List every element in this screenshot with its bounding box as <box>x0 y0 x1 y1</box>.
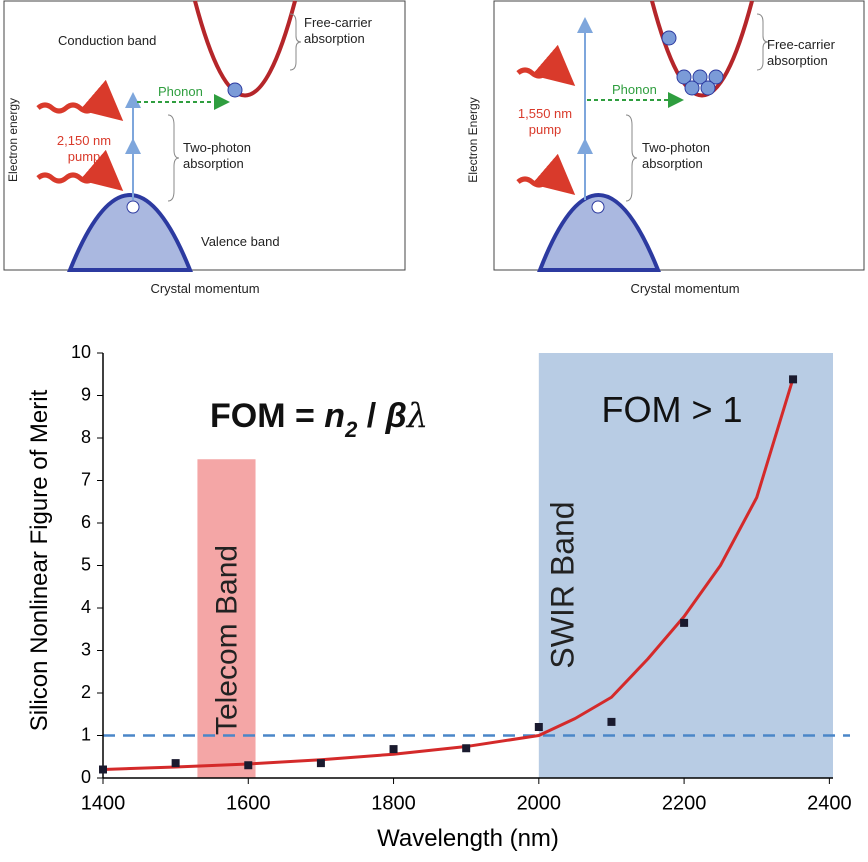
pump-arrow <box>518 70 560 76</box>
pump-arrow <box>518 179 560 185</box>
region-label: SWIR Band <box>544 501 580 668</box>
label: pump <box>68 149 101 164</box>
brace <box>626 115 637 201</box>
label: absorption <box>767 53 828 68</box>
label: absorption <box>183 156 244 171</box>
label: Free-carrier <box>767 37 836 52</box>
data-point <box>244 761 252 769</box>
label: 1,550 nm <box>518 106 572 121</box>
data-point <box>789 375 797 383</box>
y-tick-label: 0 <box>81 767 91 787</box>
axis-label: Electron Energy <box>466 97 480 182</box>
label: absorption <box>304 31 365 46</box>
pump-arrow <box>38 175 108 181</box>
formula-part: λ <box>405 396 429 436</box>
formula-part: FOM = <box>210 397 324 435</box>
data-point <box>680 619 688 627</box>
y-tick-label: 1 <box>81 724 91 744</box>
band-diagram: Free-carrier absorption Phonon 1,550 nm … <box>466 1 864 296</box>
label: Free-carrier <box>304 15 373 30</box>
x-tick-label: 1600 <box>226 792 271 814</box>
label: Conduction band <box>58 33 156 48</box>
label: Two-photon <box>642 140 710 155</box>
annotation: FOM > 1 <box>601 389 742 430</box>
y-tick-label: 9 <box>81 384 91 404</box>
y-tick-label: 8 <box>81 427 91 447</box>
conduction-band <box>195 1 295 96</box>
hole <box>127 201 139 213</box>
label: Phonon <box>612 82 657 97</box>
axis-label: Crystal momentum <box>630 281 739 296</box>
axis-label: Electron energy <box>6 98 20 182</box>
hole <box>592 201 604 213</box>
data-point <box>535 723 543 731</box>
band-diagram: Conduction band Free-carrier absorption … <box>4 1 405 296</box>
x-tick-label: 1800 <box>371 792 416 814</box>
formula-part: n <box>324 397 345 435</box>
page: Conduction band Free-carrier absorption … <box>0 0 868 862</box>
data-point <box>390 745 398 753</box>
x-tick-label: 2200 <box>662 792 707 814</box>
data-point <box>172 759 180 767</box>
electron <box>228 83 242 97</box>
y-tick-label: 3 <box>81 639 91 659</box>
formula-part: β <box>385 397 407 435</box>
y-tick-label: 6 <box>81 512 91 532</box>
region-label: Telecom Band <box>210 545 243 735</box>
label: Phonon <box>158 84 203 99</box>
x-tick-label: 1400 <box>81 792 126 814</box>
formula-part: / <box>357 397 385 435</box>
chart: Telecom Band SWIR Band 0 1 2 3 4 5 6 7 8 9 10 1400 160… <box>26 342 852 852</box>
data-point <box>99 766 107 774</box>
y-tick-label: 4 <box>81 597 91 617</box>
x-tick-label: 2400 <box>807 792 852 814</box>
data-point <box>462 744 470 752</box>
formula-part: 2 <box>344 417 358 442</box>
label: 2,150 nm <box>57 133 111 148</box>
y-tick-label: 7 <box>81 469 91 489</box>
label: Valence band <box>201 234 280 249</box>
x-axis-label: Wavelength (nm) <box>377 825 559 852</box>
y-tick-label: 5 <box>81 554 91 574</box>
figure: Conduction band Free-carrier absorption … <box>0 0 868 862</box>
brace <box>168 115 179 201</box>
y-tick-label: 2 <box>81 682 91 702</box>
y-axis-label: Silicon Nonlinear Figure of Merit <box>26 389 53 731</box>
label: Two-photon <box>183 140 251 155</box>
data-point <box>607 718 615 726</box>
y-tick-label: 10 <box>71 342 91 362</box>
formula: FOM = n2 / βλ <box>210 396 428 442</box>
axis-label: Crystal momentum <box>150 281 259 296</box>
brace <box>290 14 301 70</box>
pump-arrow <box>38 105 108 111</box>
data-point <box>317 759 325 767</box>
x-tick-label: 2000 <box>517 792 562 814</box>
label: pump <box>529 122 562 137</box>
label: absorption <box>642 156 703 171</box>
